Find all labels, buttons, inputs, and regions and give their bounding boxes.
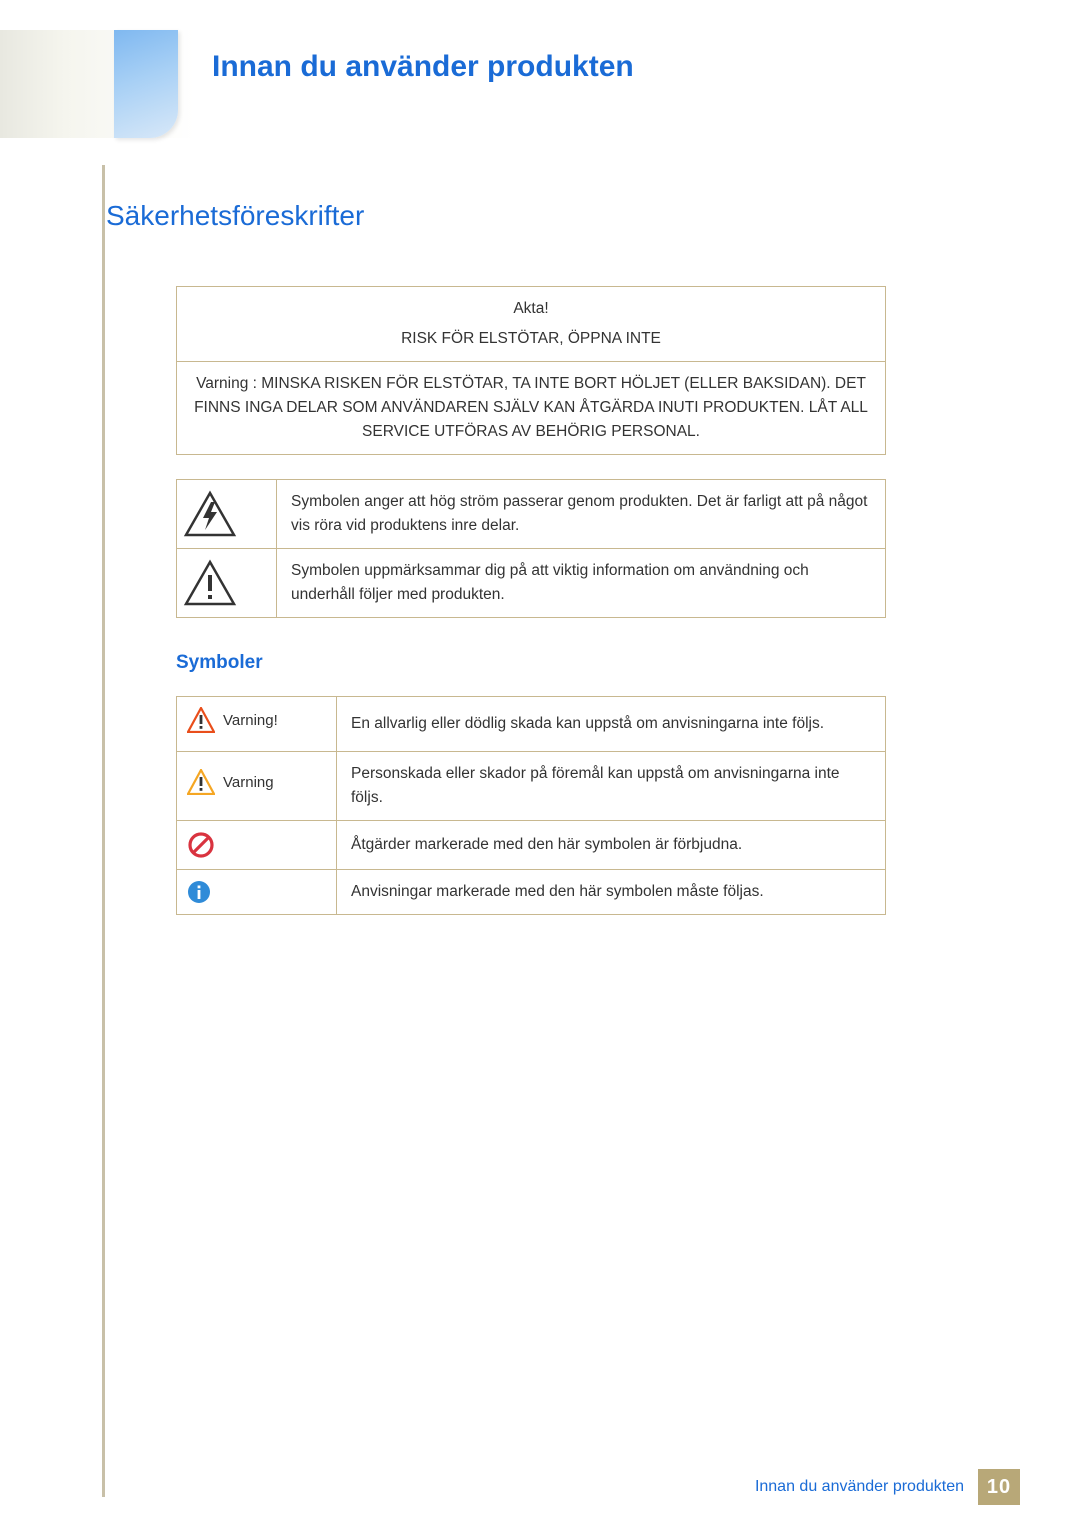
caution-line1: Akta! [191, 297, 871, 321]
caution-box-table: Akta! RISK FÖR ELSTÖTAR, ÖPPNA INTE Varn… [176, 286, 886, 455]
warning-amber-icon [187, 769, 215, 795]
symbol-cell: Varning! [177, 697, 337, 752]
symbol-text: Personskada eller skador på föremål kan … [337, 752, 886, 821]
table-row: Symbolen uppmärksammar dig på att viktig… [177, 549, 886, 618]
table-row: Symbolen anger att hög ström passerar ge… [177, 480, 886, 549]
footer-chapter-text: Innan du använder produkten [755, 1478, 964, 1496]
symbol-cell [177, 870, 337, 915]
table-row: Åtgärder markerade med den här symbolen … [177, 821, 886, 870]
page-footer: Innan du använder produkten 10 [755, 1469, 1020, 1505]
symbol-text: En allvarlig eller dödlig skada kan upps… [337, 697, 886, 752]
table-row: Varning! En allvarlig eller dödlig skada… [177, 697, 886, 752]
symbol-label: Varning! [223, 709, 278, 732]
hazard-table: Symbolen anger att hög ström passerar ge… [176, 479, 886, 618]
hazard-text: Symbolen anger att hög ström passerar ge… [277, 480, 886, 549]
triangle-bolt-icon [183, 490, 237, 538]
caution-body-cell: Varning : MINSKA RISKEN FÖR ELSTÖTAR, TA… [177, 362, 886, 455]
symbols-table: Varning! En allvarlig eller dödlig skada… [176, 696, 886, 915]
footer-page-number: 10 [978, 1469, 1020, 1505]
info-icon [187, 880, 211, 904]
table-row: Anvisningar markerade med den här symbol… [177, 870, 886, 915]
hazard-text: Symbolen uppmärksammar dig på att viktig… [277, 549, 886, 618]
hazard-icon-cell [177, 480, 277, 549]
symbol-cell: Varning [177, 752, 337, 821]
hazard-icon-cell [177, 549, 277, 618]
symbol-label: Varning [223, 771, 274, 794]
symbol-text: Åtgärder markerade med den här symbolen … [337, 821, 886, 870]
triangle-exclaim-icon [183, 559, 237, 607]
caution-header-cell: Akta! RISK FÖR ELSTÖTAR, ÖPPNA INTE [177, 287, 886, 362]
table-row: Varning Personskada eller skador på före… [177, 752, 886, 821]
forbidden-icon [187, 831, 215, 859]
page-content: Säkerhetsföreskrifter Akta! RISK FÖR ELS… [106, 200, 976, 939]
chapter-corner-tab [114, 30, 178, 138]
symbol-text: Anvisningar markerade med den här symbol… [337, 870, 886, 915]
caution-line2: RISK FÖR ELSTÖTAR, ÖPPNA INTE [191, 327, 871, 351]
warning-red-icon [187, 707, 215, 733]
section-title: Säkerhetsföreskrifter [106, 200, 976, 232]
side-stripe [102, 165, 105, 1497]
chapter-title: Innan du använder produkten [212, 50, 634, 84]
symbol-cell [177, 821, 337, 870]
symbols-heading: Symboler [176, 652, 976, 674]
